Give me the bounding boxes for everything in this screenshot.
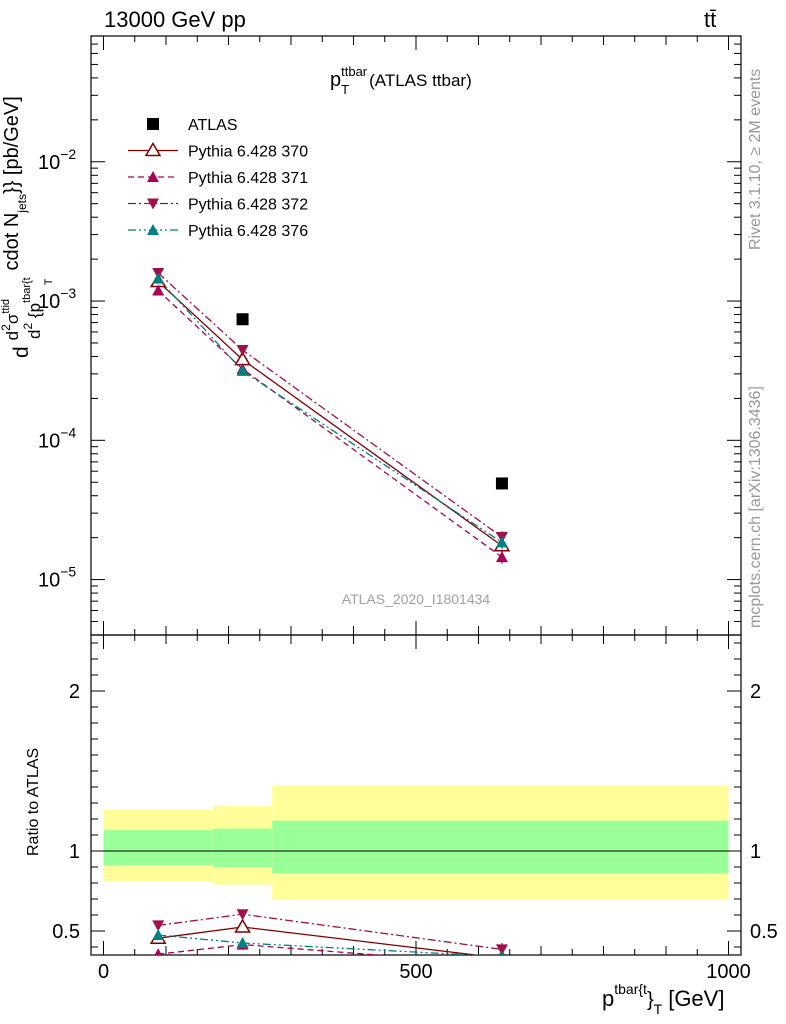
- legend-marker: [147, 118, 159, 130]
- ratio-ytick-label-right: 0.5: [750, 921, 778, 943]
- ratio-bands: [103, 785, 729, 899]
- ratio-series-3: [152, 929, 505, 955]
- data-point: [236, 313, 249, 326]
- series-line: [157, 272, 503, 538]
- legend-label: Pythia 6.428 371: [188, 170, 308, 187]
- ratio-ylabel: Ratio to ATLAS: [25, 748, 42, 856]
- legend-label: Pythia 6.428 376: [188, 223, 308, 240]
- ratio-point: [499, 950, 505, 955]
- data-point: [495, 477, 508, 490]
- plot-title-sup: ttbar: [341, 64, 368, 79]
- data-point: [236, 364, 249, 376]
- series-line: [157, 290, 503, 558]
- series-line: [157, 281, 503, 547]
- main-ticks: [91, 35, 741, 636]
- main-series: [149, 267, 511, 564]
- ratio-ytick-label: 2: [69, 681, 80, 703]
- series-line: [157, 278, 503, 543]
- ratio-point: [152, 920, 165, 932]
- ratio-point: [236, 937, 249, 948]
- legend-marker: [147, 198, 159, 210]
- header-right: tt̄: [704, 7, 716, 32]
- data-point: [152, 284, 165, 296]
- uncertainty-band-green: [103, 830, 213, 866]
- rivet-label: Rivet 3.1.10, ≥ 2M events: [747, 69, 764, 250]
- ratio-point: [495, 944, 508, 955]
- ratio-point: [152, 929, 165, 940]
- ratio-xtick-label: 500: [399, 961, 432, 983]
- data-point: [236, 345, 249, 357]
- plot-title: pttbar T (ATLAS ttbar): [330, 64, 472, 97]
- legend-marker: [144, 142, 162, 157]
- data-point: [495, 536, 508, 548]
- legend-entry: ATLAS: [147, 117, 238, 134]
- plot-title-main: p: [330, 69, 341, 91]
- ratio-ytick-label: 1: [69, 841, 80, 863]
- legend-marker: [147, 224, 159, 235]
- data-point: [495, 551, 508, 563]
- ratio-point: [154, 948, 162, 955]
- legend-entry: Pythia 6.428 370: [128, 142, 308, 161]
- legend-entry: Pythia 6.428 376: [128, 223, 308, 240]
- series-3: [152, 267, 508, 544]
- series-0: [236, 313, 508, 490]
- main-ytick-label: 10−3: [38, 285, 76, 313]
- ratio-ytick-label-right: 2: [750, 681, 761, 703]
- main-ylabel: dd2σttidd2 {ptbar{t Tcdot Njets}} [pb/GeV…: [0, 96, 55, 358]
- legend-label: ATLAS: [188, 117, 238, 134]
- mcplots-label: mcplots.cern.ch [arXiv:1306.3436]: [747, 386, 764, 628]
- series-2: [152, 284, 508, 564]
- main-ytick-label: 10−2: [38, 146, 76, 174]
- main-ytick-label: 10−5: [38, 564, 76, 592]
- legend-label: Pythia 6.428 370: [188, 144, 308, 161]
- uncertainty-band-green: [272, 820, 729, 874]
- plot-title-sub: T: [341, 82, 349, 97]
- uncertainty-band-green: [212, 828, 273, 867]
- legend-entry: Pythia 6.428 371: [128, 170, 308, 187]
- ratio-series-0: [149, 918, 506, 955]
- series-4: [152, 272, 508, 550]
- data-point: [152, 272, 165, 284]
- ratio-series-2: [152, 909, 508, 955]
- ratio-ticks: [91, 635, 741, 955]
- xlabel: ptbar{t}T [GeV]: [602, 981, 724, 1017]
- ratio-xtick-label: 0: [98, 961, 109, 983]
- ratio-series-line: [158, 934, 484, 955]
- watermark: ATLAS_2020_I1801434: [342, 591, 491, 607]
- main-ytick-label: 10−4: [38, 424, 76, 452]
- legend-label: Pythia 6.428 372: [188, 197, 308, 214]
- legend-marker: [147, 171, 159, 182]
- ratio-ytick-label-right: 1: [750, 841, 761, 863]
- ratio-series: [149, 909, 508, 970]
- header-left: 13000 GeV pp: [104, 7, 246, 32]
- ratio-point: [234, 918, 251, 933]
- ratio-xtick-label: 1000: [706, 961, 751, 983]
- ratio-ytick-label: 0.5: [52, 921, 80, 943]
- legend-entry: Pythia 6.428 372: [128, 197, 308, 214]
- ratio-point: [236, 909, 249, 921]
- ratio-point: [496, 959, 508, 970]
- plot-title-rest: (ATLAS ttbar): [369, 71, 472, 90]
